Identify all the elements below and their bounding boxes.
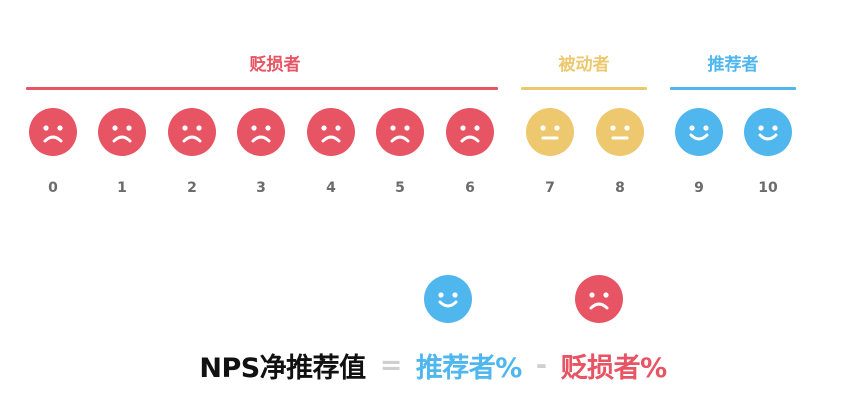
score-label-5: 5	[395, 180, 405, 196]
smile-face-icon	[744, 108, 792, 156]
nps-formula: NPS净推荐值 = 推荐者% - 贬损者%	[0, 346, 866, 385]
passive-group-label: 被动者	[558, 55, 610, 75]
score-label-3: 3	[256, 180, 266, 196]
formula-detractor-face	[575, 275, 623, 323]
frown-face-icon	[307, 108, 355, 156]
neutral-face-icon	[526, 108, 574, 156]
score-face-6	[446, 108, 494, 156]
score-label-7: 7	[545, 180, 555, 196]
score-face-3	[237, 108, 285, 156]
formula-equals: =	[379, 350, 403, 381]
score-face-5	[376, 108, 424, 156]
score-label-6: 6	[465, 180, 475, 196]
passive-group-line	[521, 87, 647, 90]
frown-face-icon	[575, 275, 623, 323]
score-face-8	[596, 108, 644, 156]
frown-face-icon	[168, 108, 216, 156]
formula-promoter-face	[424, 275, 472, 323]
frown-face-icon	[376, 108, 424, 156]
score-face-2	[168, 108, 216, 156]
score-label-4: 4	[326, 180, 336, 196]
frown-face-icon	[29, 108, 77, 156]
frown-face-icon	[98, 108, 146, 156]
score-face-10	[744, 108, 792, 156]
formula-lhs: NPS净推荐值	[199, 353, 366, 384]
score-face-1	[98, 108, 146, 156]
score-label-0: 0	[48, 180, 58, 196]
score-face-0	[29, 108, 77, 156]
detractor-group-line	[26, 87, 498, 90]
neutral-face-icon	[596, 108, 644, 156]
frown-face-icon	[446, 108, 494, 156]
smile-face-icon	[424, 275, 472, 323]
detractor-group-label: 贬损者	[249, 55, 301, 75]
score-label-9: 9	[694, 180, 704, 196]
score-label-10: 10	[758, 180, 778, 196]
smile-face-icon	[675, 108, 723, 156]
score-face-7	[526, 108, 574, 156]
score-face-4	[307, 108, 355, 156]
formula-detractor-term: 贬损者%	[560, 353, 668, 384]
promoter-group-label: 推荐者	[707, 55, 759, 75]
formula-promoter-term: 推荐者%	[415, 353, 523, 384]
promoter-group-line	[670, 87, 796, 90]
score-label-1: 1	[117, 180, 127, 196]
frown-face-icon	[237, 108, 285, 156]
score-face-9	[675, 108, 723, 156]
score-label-8: 8	[615, 180, 625, 196]
score-label-2: 2	[187, 180, 197, 196]
formula-minus: -	[535, 350, 547, 381]
